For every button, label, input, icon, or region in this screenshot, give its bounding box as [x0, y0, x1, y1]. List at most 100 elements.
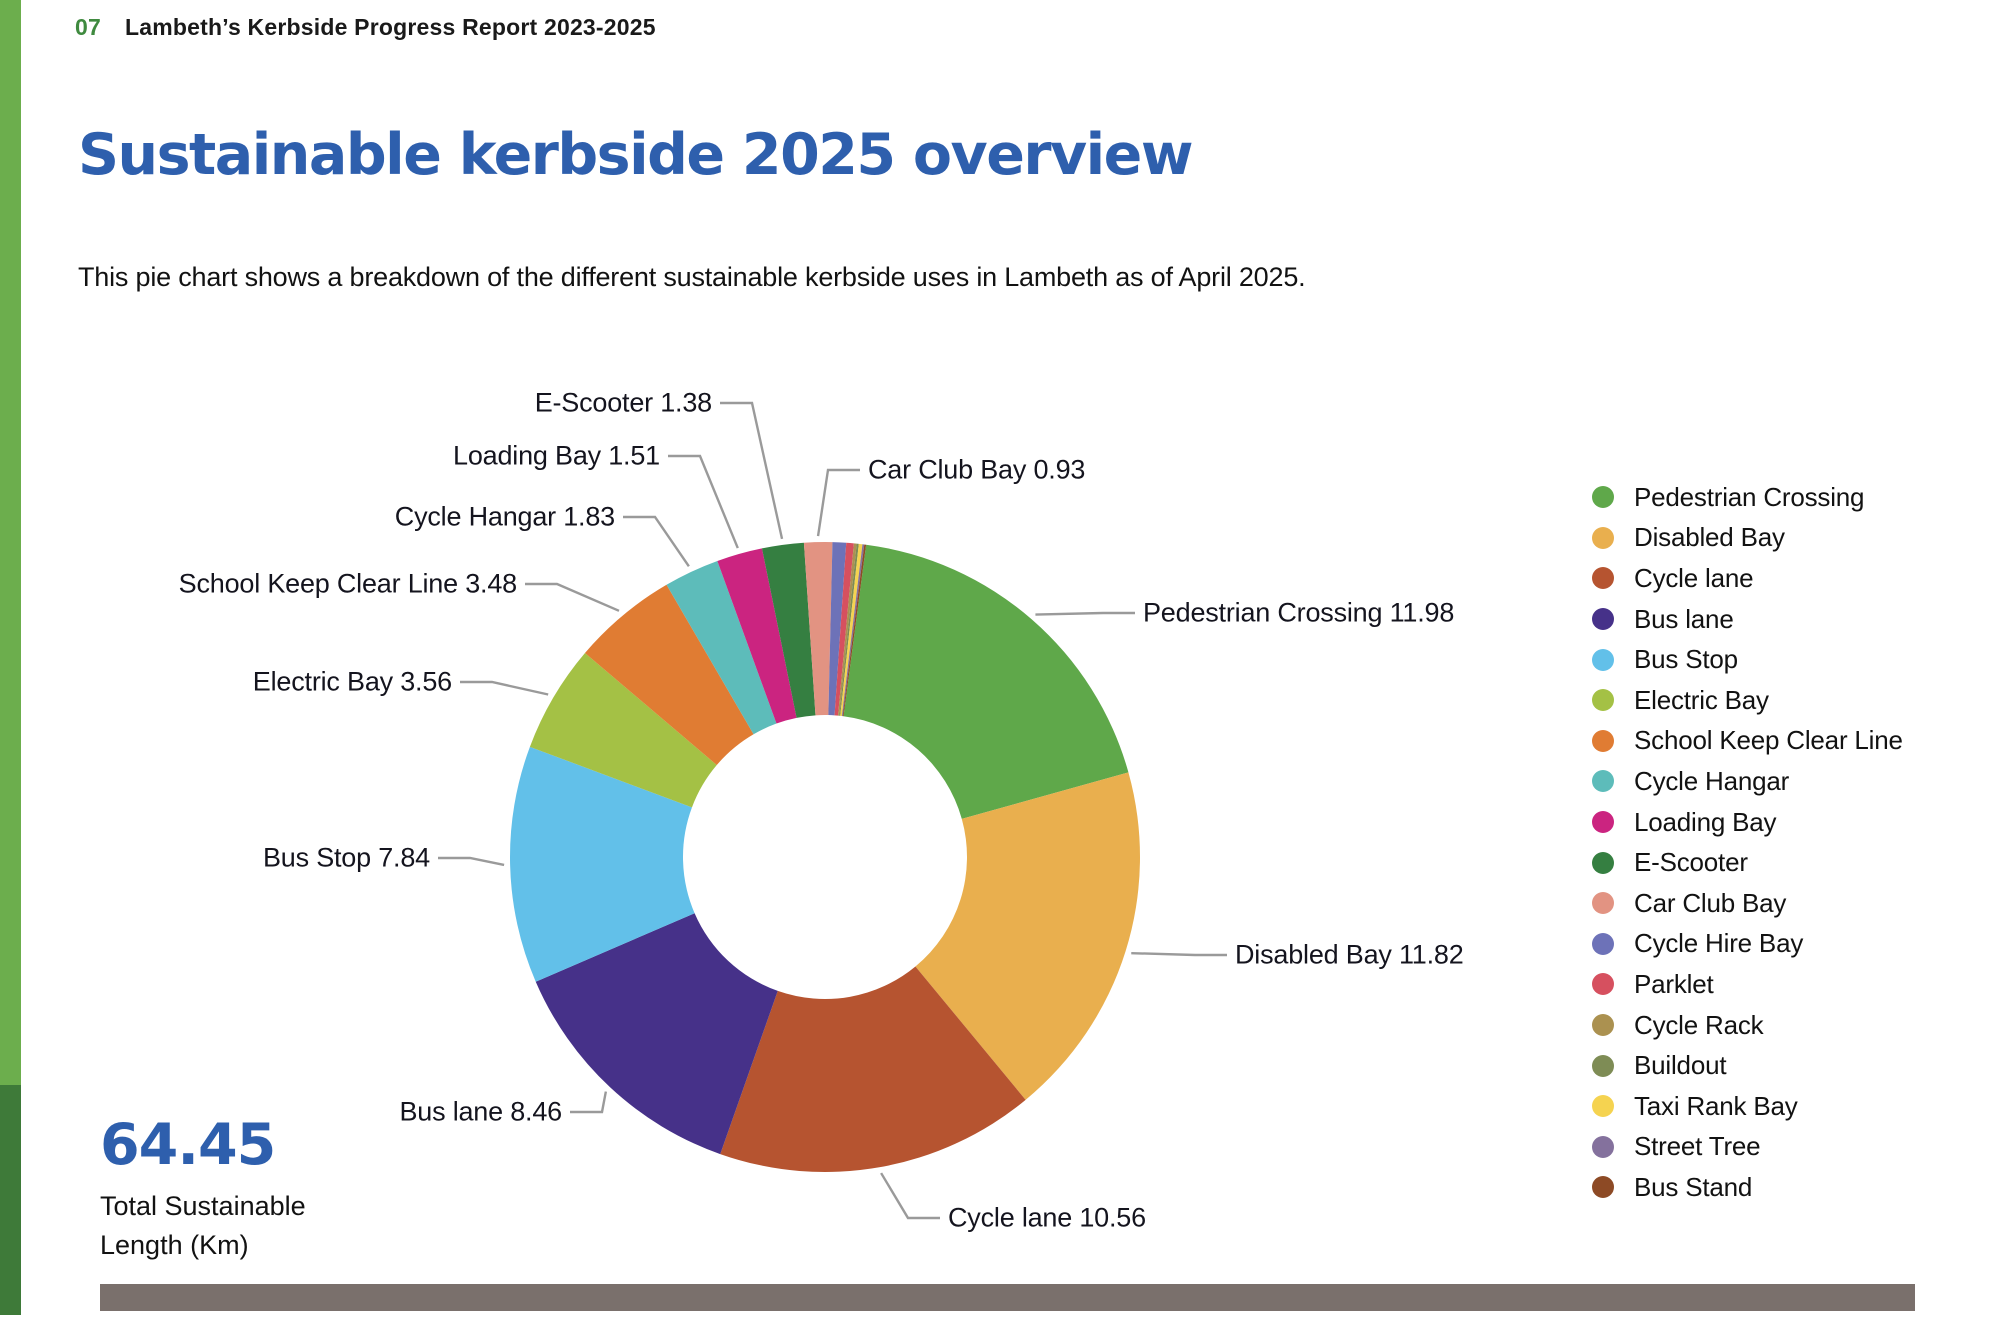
legend-label: Cycle lane [1634, 562, 1754, 593]
legend-dot [1592, 1054, 1614, 1077]
page-subtitle: This pie chart shows a breakdown of the … [78, 262, 1306, 292]
slice-label-electric-bay: Electric Bay 3.56 [252, 666, 452, 697]
slice-label-disabled-bay: Disabled Bay 11.82 [1235, 939, 1464, 970]
legend-label: Cycle Rack [1634, 1009, 1764, 1040]
donut-slice-bus-stop [510, 746, 695, 982]
legend-label: School Keep Clear Line [1634, 725, 1903, 756]
donut-slice-pedestrian-crossing [843, 544, 1129, 819]
slice-label-e-scooter: E-Scooter 1.38 [534, 387, 713, 418]
legend-item-bus-stand: Bus Stand [1592, 1167, 1903, 1208]
slice-label-cycle-lane: Cycle lane 10.56 [948, 1202, 1146, 1233]
total-block: 64.45 Total Sustainable Length (Km) [100, 1112, 306, 1265]
donut-slice-electric-bay [529, 653, 717, 808]
donut-slice-cycle-rack [838, 543, 857, 716]
legend-dot [1592, 729, 1614, 752]
footer-bar [100, 1284, 1915, 1311]
leader-line-car-club-bay [816, 468, 860, 537]
legend-label: Street Tree [1634, 1131, 1761, 1162]
legend-item-loading-bay: Loading Bay [1592, 802, 1903, 843]
donut-slice-buildout [839, 543, 859, 716]
legend-dot [1592, 770, 1614, 793]
legend-label: Cycle Hangar [1634, 765, 1790, 796]
slice-label-school-keep-clear-line: School Keep Clear Line 3.48 [178, 568, 518, 599]
donut-slice-disabled-bay [915, 772, 1140, 1100]
legend-label: Loading Bay [1634, 806, 1777, 837]
legend-item-disabled-bay: Disabled Bay [1592, 518, 1903, 559]
legend-item-cycle-hire-bay: Cycle Hire Bay [1592, 924, 1903, 965]
chart-legend: Pedestrian Crossing Disabled Bay Cycle lan… [1592, 477, 1903, 1208]
legend-label: Cycle Hire Bay [1634, 928, 1804, 959]
legend-item-school-keep-clear-line: School Keep Clear Line [1592, 721, 1903, 762]
leader-line-loading-bay [668, 454, 739, 549]
legend-item-car-club-bay: Car Club Bay [1592, 883, 1903, 924]
legend-dot [1592, 892, 1614, 915]
legend-item-street-tree: Street Tree [1592, 1127, 1903, 1168]
legend-dot [1592, 973, 1614, 996]
legend-item-bus-lane: Bus lane [1592, 599, 1903, 640]
legend-dot [1592, 526, 1614, 549]
legend-label: Parklet [1634, 968, 1714, 999]
legend-label: Bus Stop [1634, 644, 1738, 675]
donut-slice-e-scooter [761, 542, 816, 718]
total-label: Total Sustainable Length (Km) [100, 1187, 306, 1265]
leader-line-bus-lane [570, 1091, 608, 1114]
total-label-line1: Total Sustainable [100, 1191, 306, 1221]
legend-label: Car Club Bay [1634, 887, 1787, 918]
leader-line-disabled-bay [1131, 951, 1227, 957]
donut-slice-cycle-hire-bay [828, 542, 847, 716]
legend-dot [1592, 1135, 1614, 1158]
legend-dot [1592, 608, 1614, 631]
donut-slice-loading-bay [717, 548, 797, 724]
legend-item-cycle-lane: Cycle lane [1592, 558, 1903, 599]
donut-slice-cycle-hangar [666, 560, 777, 735]
legend-label: Pedestrian Crossing [1634, 481, 1865, 512]
legend-label: Disabled Bay [1634, 522, 1785, 553]
leader-line-electric-bay [460, 680, 549, 696]
slice-label-bus-stop: Bus Stop 7.84 [262, 842, 430, 873]
donut-slice-bus-stand [842, 544, 867, 717]
donut-slice-taxi-rank-bay [840, 543, 863, 717]
donut-slice-cycle-lane [720, 966, 1026, 1172]
leader-line-pedestrian-crossing [1035, 611, 1135, 616]
legend-item-taxi-rank-bay: Taxi Rank Bay [1592, 1086, 1903, 1127]
legend-dot [1592, 811, 1614, 834]
slice-label-cycle-hangar: Cycle Hangar 1.83 [394, 501, 615, 532]
legend-label: Electric Bay [1634, 684, 1769, 715]
legend-item-buildout: Buildout [1592, 1045, 1903, 1086]
donut-slice-car-club-bay [803, 542, 833, 716]
leader-line-school-keep-clear-line [525, 582, 620, 612]
total-label-line2: Length (Km) [100, 1230, 249, 1260]
legend-item-e-scooter: E-Scooter [1592, 842, 1903, 883]
legend-dot [1592, 1014, 1614, 1037]
legend-dot [1592, 1176, 1614, 1199]
slice-label-loading-bay: Loading Bay 1.51 [453, 440, 660, 471]
donut-slice-parklet [834, 542, 854, 716]
legend-item-cycle-rack: Cycle Rack [1592, 1005, 1903, 1046]
donut-slice-street-tree [841, 544, 865, 717]
legend-dot [1592, 648, 1614, 671]
leader-line-e-scooter [720, 401, 784, 540]
legend-dot [1592, 486, 1614, 509]
legend-item-electric-bay: Electric Bay [1592, 680, 1903, 721]
leader-line-cycle-hangar [623, 515, 690, 567]
legend-dot [1592, 689, 1614, 712]
legend-label: Buildout [1634, 1050, 1727, 1081]
legend-item-bus-stop: Bus Stop [1592, 639, 1903, 680]
legend-dot [1592, 1095, 1614, 1118]
leader-line-cycle-lane [880, 1172, 940, 1220]
page-title: Sustainable kerbside 2025 overview [78, 122, 1194, 188]
total-value: 64.45 [100, 1112, 276, 1178]
report-header-title: Lambeth’s Kerbside Progress Report 2023-… [124, 14, 656, 40]
legend-label: Bus lane [1634, 603, 1734, 634]
report-header: 07 Lambeth’s Kerbside Progress Report 20… [75, 14, 656, 41]
page-number: 07 [75, 14, 101, 40]
legend-label: Taxi Rank Bay [1634, 1090, 1798, 1121]
legend-dot [1592, 851, 1614, 874]
slice-label-bus-lane: Bus lane 8.46 [399, 1096, 562, 1127]
slice-label-car-club-bay: Car Club Bay 0.93 [868, 454, 1086, 485]
legend-label: E-Scooter [1634, 847, 1748, 878]
leader-line-bus-stop [438, 856, 505, 867]
donut-slice-bus-lane [535, 913, 778, 1155]
